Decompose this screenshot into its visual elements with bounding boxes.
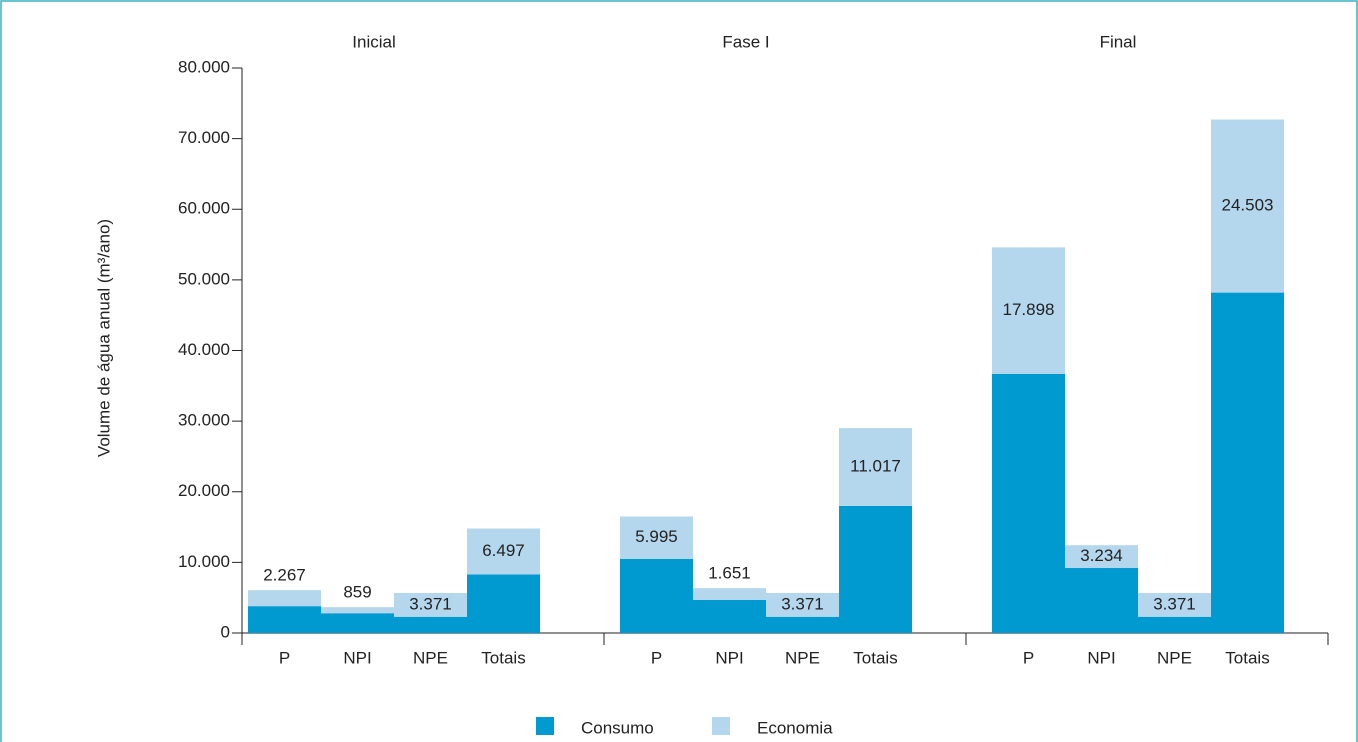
y-tick-label: 40.000 — [178, 340, 230, 359]
value-label: 3.371 — [1153, 594, 1196, 613]
x-tick-label: NPI — [343, 648, 371, 667]
y-tick-label: 10.000 — [178, 552, 230, 571]
y-tick-label: 50.000 — [178, 269, 230, 288]
bar-segment — [1138, 616, 1211, 633]
y-tick-label: 30.000 — [178, 411, 230, 430]
bar-segment — [394, 616, 467, 633]
bar-segment — [1065, 545, 1138, 569]
value-label: 17.898 — [1003, 300, 1055, 319]
bar-segment — [1065, 568, 1138, 633]
bar-segment — [248, 606, 321, 633]
x-tick-label: P — [279, 648, 290, 667]
y-tick-label: 20.000 — [178, 481, 230, 500]
value-label: 6.497 — [482, 541, 525, 560]
x-tick-label: Totais — [853, 648, 897, 667]
y-tick-label: 60.000 — [178, 199, 230, 218]
x-tick-label: NPE — [413, 648, 448, 667]
bar-segment — [992, 373, 1065, 633]
bar-segment — [321, 607, 394, 614]
bar-segment — [321, 613, 394, 633]
legend-swatch — [536, 717, 554, 735]
bar-segment — [766, 592, 839, 617]
bar-segment — [693, 599, 766, 633]
x-tick-label: NPE — [785, 648, 820, 667]
x-tick-label: NPI — [1087, 648, 1115, 667]
x-tick-label: P — [1023, 648, 1034, 667]
y-tick-label: 80.000 — [178, 57, 230, 76]
y-tick-label: 0 — [221, 622, 230, 641]
x-tick-label: NPI — [715, 648, 743, 667]
value-label: 859 — [343, 583, 371, 602]
legend-swatch — [712, 717, 730, 735]
bar-segment — [766, 616, 839, 633]
legend-label: Consumo — [581, 718, 654, 737]
bar-segment — [992, 247, 1065, 374]
bar-segment — [1138, 592, 1211, 617]
x-tick-label: NPE — [1157, 648, 1192, 667]
x-tick-label: Totais — [481, 648, 525, 667]
bar-segment — [1211, 292, 1284, 633]
y-axis-label: Volume de água anual (m³/ano) — [94, 219, 113, 457]
bar-segment — [620, 516, 693, 559]
x-tick-label: P — [651, 648, 662, 667]
bar-segment — [839, 505, 912, 633]
x-tick-label: Totais — [1225, 648, 1269, 667]
y-tick-label: 70.000 — [178, 128, 230, 147]
group-label: Fase I — [722, 32, 769, 51]
group-label: Final — [1100, 32, 1137, 51]
value-label: 2.267 — [263, 566, 306, 585]
bar-segment — [467, 528, 540, 575]
legend-label: Economia — [757, 718, 833, 737]
value-label: 1.651 — [708, 564, 751, 583]
value-label: 24.503 — [1222, 196, 1274, 215]
value-label: 3.371 — [781, 594, 824, 613]
value-label: 11.017 — [850, 456, 901, 475]
bar-segment — [693, 588, 766, 600]
bar-segment — [248, 590, 321, 607]
value-label: 5.995 — [635, 527, 678, 546]
bar-segment — [1211, 119, 1284, 293]
bar-segment — [394, 592, 467, 617]
bar-segment — [467, 574, 540, 633]
bar-segment — [839, 428, 912, 506]
value-label: 3.371 — [409, 594, 452, 613]
group-label: Inicial — [352, 32, 395, 51]
bar-segment — [620, 558, 693, 633]
value-label: 3.234 — [1080, 546, 1123, 565]
